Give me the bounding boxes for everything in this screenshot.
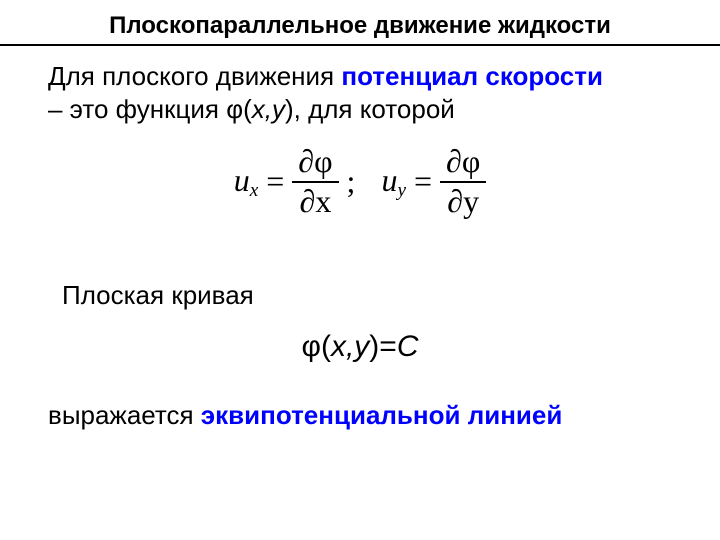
- eq1-frac-x: ∂φ ∂x: [292, 145, 338, 218]
- eq1-num-y: ∂φ: [446, 143, 480, 179]
- eq1-uy-u: u: [381, 162, 397, 198]
- paragraph-1: Для плоского движения потенциал скорости…: [48, 60, 676, 125]
- eq2-C: C: [397, 330, 419, 363]
- eq1-den-x: ∂x: [300, 183, 332, 219]
- eq1-frac-y: ∂φ ∂y: [440, 145, 486, 218]
- eq1-num-x: ∂φ: [298, 143, 332, 179]
- equation-2: φ(x,y)=C: [0, 330, 720, 364]
- paragraph-2: Плоская кривая: [62, 280, 254, 311]
- eq1-uy-sub: y: [397, 179, 406, 200]
- eq1-ux-sub: x: [250, 179, 259, 200]
- eq1-uy: uy = ∂φ ∂y: [381, 145, 486, 218]
- eq1-ux: ux = ∂φ ∂x ;: [234, 145, 356, 218]
- p1-pre: Для плоского движения: [48, 61, 341, 91]
- eq1-eq1: =: [266, 163, 284, 200]
- eq1-eq2: =: [414, 163, 432, 200]
- eq1-den-y: ∂y: [447, 183, 479, 219]
- equation-1: ux = ∂φ ∂x ; uy = ∂φ ∂y: [0, 145, 720, 218]
- eq1-ux-u: u: [234, 162, 250, 198]
- p3-pre: выражается: [48, 400, 201, 430]
- eq2-mid: )=: [369, 330, 397, 363]
- title-divider: [0, 44, 720, 46]
- eq2-vars: x,y: [331, 330, 369, 363]
- eq1-semi: ;: [347, 163, 356, 200]
- paragraph-3: выражается эквипотенциальной линией: [48, 400, 562, 431]
- p1-blue: потенциал скорости: [341, 61, 603, 91]
- p3-blue: эквипотенциальной линией: [201, 400, 563, 430]
- page-title: Плоскопараллельное движение жидкости: [0, 12, 720, 40]
- p1-post1: – это функция φ(: [48, 94, 252, 124]
- p1-post2: ), для которой: [285, 94, 455, 124]
- eq2-phi: φ(: [302, 330, 331, 363]
- p1-vars: x,y: [252, 94, 285, 124]
